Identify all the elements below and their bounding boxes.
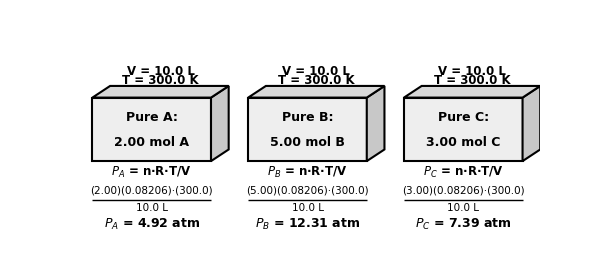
Bar xyxy=(404,98,523,161)
Polygon shape xyxy=(92,86,229,98)
Text: 10.0 L: 10.0 L xyxy=(292,203,323,213)
Text: T = 300.0 K: T = 300.0 K xyxy=(122,74,199,87)
Text: Pure A:: Pure A: xyxy=(126,111,178,124)
Text: (2.00)(0.08206)·(300.0): (2.00)(0.08206)·(300.0) xyxy=(91,186,213,196)
Text: Pure B:: Pure B: xyxy=(282,111,333,124)
Text: $P_C$ = n·R·T/V: $P_C$ = n·R·T/V xyxy=(423,165,504,180)
Text: T = 300.0 K: T = 300.0 K xyxy=(278,74,355,87)
Polygon shape xyxy=(248,86,385,98)
Text: $P_B$ = 12.31 atm: $P_B$ = 12.31 atm xyxy=(255,216,360,232)
Text: (3.00)(0.08206)·(300.0): (3.00)(0.08206)·(300.0) xyxy=(402,186,524,196)
Polygon shape xyxy=(211,86,229,161)
Text: (5.00)(0.08206)·(300.0): (5.00)(0.08206)·(300.0) xyxy=(246,186,369,196)
Polygon shape xyxy=(523,86,540,161)
Text: V = 10.0 L: V = 10.0 L xyxy=(283,65,350,78)
Bar xyxy=(92,98,211,161)
Text: $P_A$ = 4.92 atm: $P_A$ = 4.92 atm xyxy=(104,216,200,232)
Text: Pure C:: Pure C: xyxy=(438,111,489,124)
Text: $P_B$ = n·R·T/V: $P_B$ = n·R·T/V xyxy=(267,165,348,180)
Text: 10.0 L: 10.0 L xyxy=(447,203,479,213)
Text: 2.00 mol A: 2.00 mol A xyxy=(114,136,189,148)
Text: 5.00 mol B: 5.00 mol B xyxy=(270,136,345,148)
Text: 10.0 L: 10.0 L xyxy=(136,203,168,213)
Text: $P_C$ = 7.39 atm: $P_C$ = 7.39 atm xyxy=(415,216,512,232)
Text: T = 300.0 K: T = 300.0 K xyxy=(434,74,511,87)
Text: V = 10.0 L: V = 10.0 L xyxy=(438,65,506,78)
Text: $P_A$ = n·R·T/V: $P_A$ = n·R·T/V xyxy=(112,165,192,180)
Polygon shape xyxy=(404,86,540,98)
Text: V = 10.0 L: V = 10.0 L xyxy=(127,65,194,78)
Bar xyxy=(248,98,367,161)
Polygon shape xyxy=(367,86,385,161)
Text: 3.00 mol C: 3.00 mol C xyxy=(426,136,500,148)
